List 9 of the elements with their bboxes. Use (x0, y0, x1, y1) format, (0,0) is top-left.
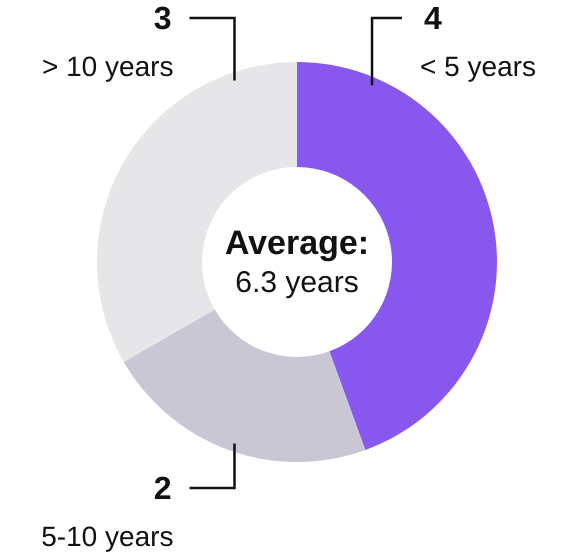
donut-slice (124, 310, 366, 462)
data-label: 2 (154, 470, 172, 506)
slice-label: > 10 years (42, 51, 174, 82)
data-label: 4 (424, 0, 442, 36)
slice-label: < 5 years (420, 51, 536, 82)
text: 6.3 years (235, 266, 359, 299)
text: Average: (224, 224, 370, 262)
slice-label: 5-10 years (41, 521, 174, 552)
data-label: 3 (154, 0, 172, 36)
